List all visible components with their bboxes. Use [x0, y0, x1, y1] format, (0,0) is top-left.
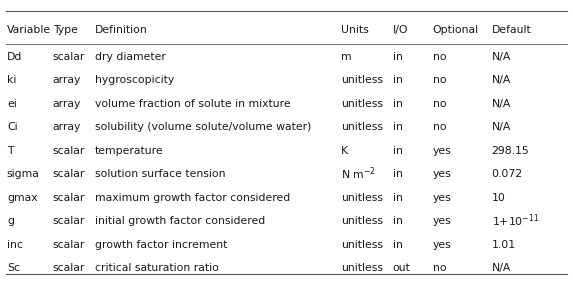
Text: N/A: N/A	[492, 52, 511, 62]
Text: N/A: N/A	[492, 75, 511, 85]
Text: unitless: unitless	[341, 122, 383, 132]
Text: yes: yes	[433, 145, 452, 156]
Text: K: K	[341, 145, 348, 156]
Text: temperature: temperature	[95, 145, 163, 156]
Text: no: no	[433, 98, 446, 109]
Text: array: array	[53, 122, 81, 132]
Text: 1+10$^{-11}$: 1+10$^{-11}$	[492, 213, 539, 229]
Text: in: in	[393, 122, 402, 132]
Text: yes: yes	[433, 216, 452, 226]
Text: scalar: scalar	[53, 216, 85, 226]
Text: I/O: I/O	[393, 25, 408, 35]
Text: Definition: Definition	[95, 25, 147, 35]
Text: sigma: sigma	[7, 169, 40, 179]
Text: in: in	[393, 239, 402, 250]
Text: 0.072: 0.072	[492, 169, 523, 179]
Text: array: array	[53, 98, 81, 109]
Text: in: in	[393, 98, 402, 109]
Text: Dd: Dd	[7, 52, 22, 62]
Text: Type: Type	[53, 25, 77, 35]
Text: Default: Default	[492, 25, 531, 35]
Text: Ci: Ci	[7, 122, 18, 132]
Text: initial growth factor considered: initial growth factor considered	[95, 216, 265, 226]
Text: scalar: scalar	[53, 169, 85, 179]
Text: critical saturation ratio: critical saturation ratio	[95, 263, 218, 273]
Text: T: T	[7, 145, 13, 156]
Text: in: in	[393, 75, 402, 85]
Text: out: out	[393, 263, 410, 273]
Text: m: m	[341, 52, 352, 62]
Text: N m$^{-2}$: N m$^{-2}$	[341, 166, 376, 182]
Text: in: in	[393, 192, 402, 203]
Text: inc: inc	[7, 239, 23, 250]
Text: maximum growth factor considered: maximum growth factor considered	[95, 192, 290, 203]
Text: gmax: gmax	[7, 192, 37, 203]
Text: unitless: unitless	[341, 263, 383, 273]
Text: yes: yes	[433, 169, 452, 179]
Text: solution surface tension: solution surface tension	[95, 169, 225, 179]
Text: scalar: scalar	[53, 263, 85, 273]
Text: 10: 10	[492, 192, 505, 203]
Text: in: in	[393, 145, 402, 156]
Text: scalar: scalar	[53, 145, 85, 156]
Text: no: no	[433, 263, 446, 273]
Text: yes: yes	[433, 192, 452, 203]
Text: in: in	[393, 216, 402, 226]
Text: hygroscopicity: hygroscopicity	[95, 75, 174, 85]
Text: unitless: unitless	[341, 216, 383, 226]
Text: no: no	[433, 75, 446, 85]
Text: N/A: N/A	[492, 263, 511, 273]
Text: unitless: unitless	[341, 192, 383, 203]
Text: unitless: unitless	[341, 75, 383, 85]
Text: no: no	[433, 52, 446, 62]
Text: scalar: scalar	[53, 192, 85, 203]
Text: no: no	[433, 122, 446, 132]
Text: yes: yes	[433, 239, 452, 250]
Text: N/A: N/A	[492, 122, 511, 132]
Text: Optional: Optional	[433, 25, 478, 35]
Text: volume fraction of solute in mixture: volume fraction of solute in mixture	[95, 98, 290, 109]
Text: Units: Units	[341, 25, 368, 35]
Text: N/A: N/A	[492, 98, 511, 109]
Text: growth factor increment: growth factor increment	[95, 239, 227, 250]
Text: unitless: unitless	[341, 239, 383, 250]
Text: g: g	[7, 216, 14, 226]
Text: ki: ki	[7, 75, 16, 85]
Text: 1.01: 1.01	[492, 239, 516, 250]
Text: unitless: unitless	[341, 98, 383, 109]
Text: dry diameter: dry diameter	[95, 52, 166, 62]
Text: 298.15: 298.15	[492, 145, 529, 156]
Text: solubility (volume solute/volume water): solubility (volume solute/volume water)	[95, 122, 311, 132]
Text: in: in	[393, 52, 402, 62]
Text: Sc: Sc	[7, 263, 20, 273]
Text: in: in	[393, 169, 402, 179]
Text: ei: ei	[7, 98, 17, 109]
Text: scalar: scalar	[53, 239, 85, 250]
Text: scalar: scalar	[53, 52, 85, 62]
Text: array: array	[53, 75, 81, 85]
Text: Variable: Variable	[7, 25, 51, 35]
